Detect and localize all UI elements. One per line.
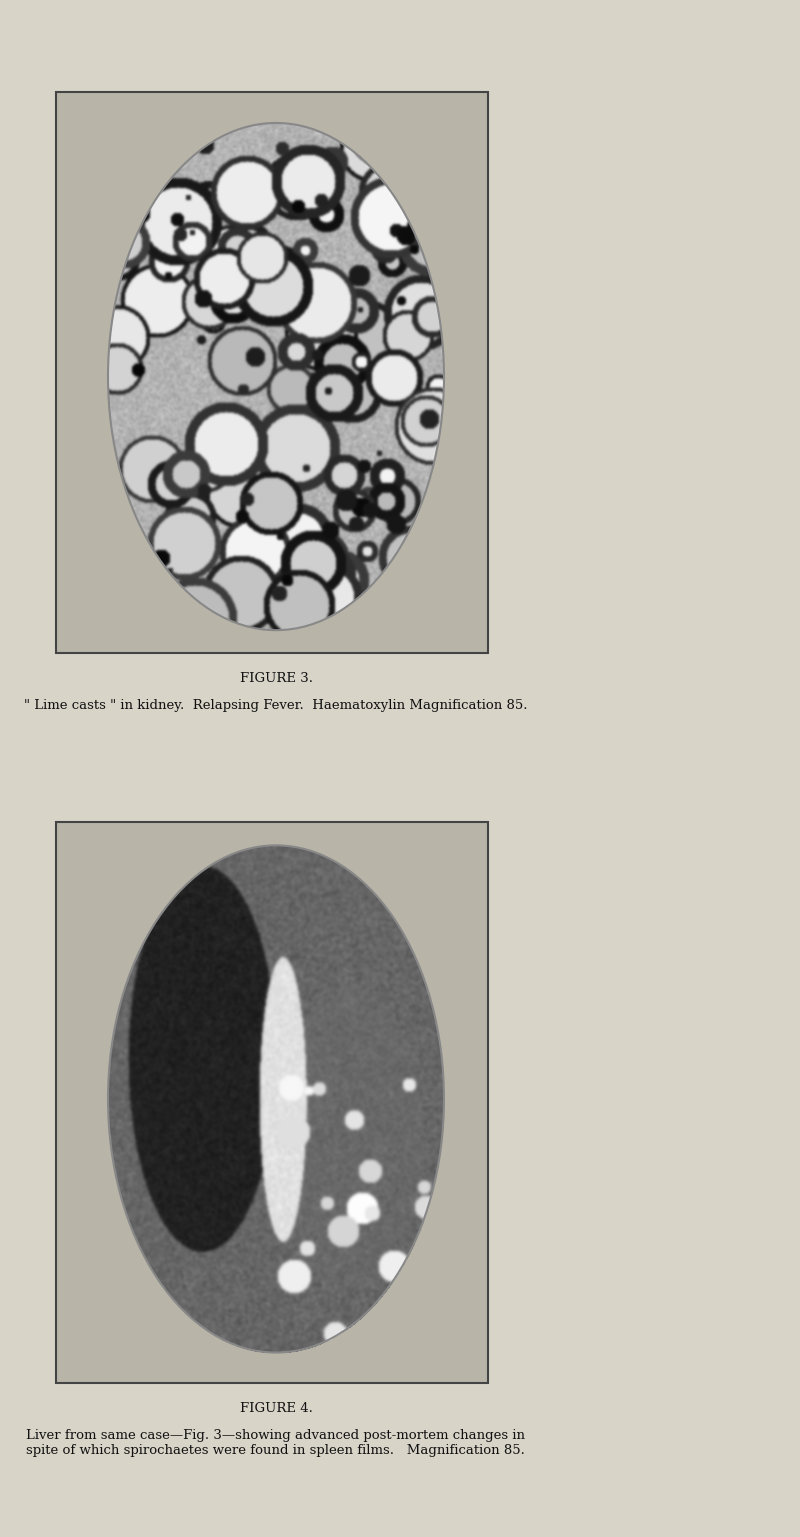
Text: Liver from same case—Fig. 3—showing advanced post-mortem changes in
spite of whi: Liver from same case—Fig. 3—showing adva… <box>26 1429 526 1457</box>
Text: FIGURE 4.: FIGURE 4. <box>239 1402 313 1414</box>
Bar <box>56 92 488 653</box>
Text: " Lime casts " in kidney.  Relapsing Fever.  Haematoxylin Magnification 85.: " Lime casts " in kidney. Relapsing Feve… <box>24 699 528 712</box>
Bar <box>56 822 488 1383</box>
Text: FIGURE 3.: FIGURE 3. <box>239 672 313 684</box>
